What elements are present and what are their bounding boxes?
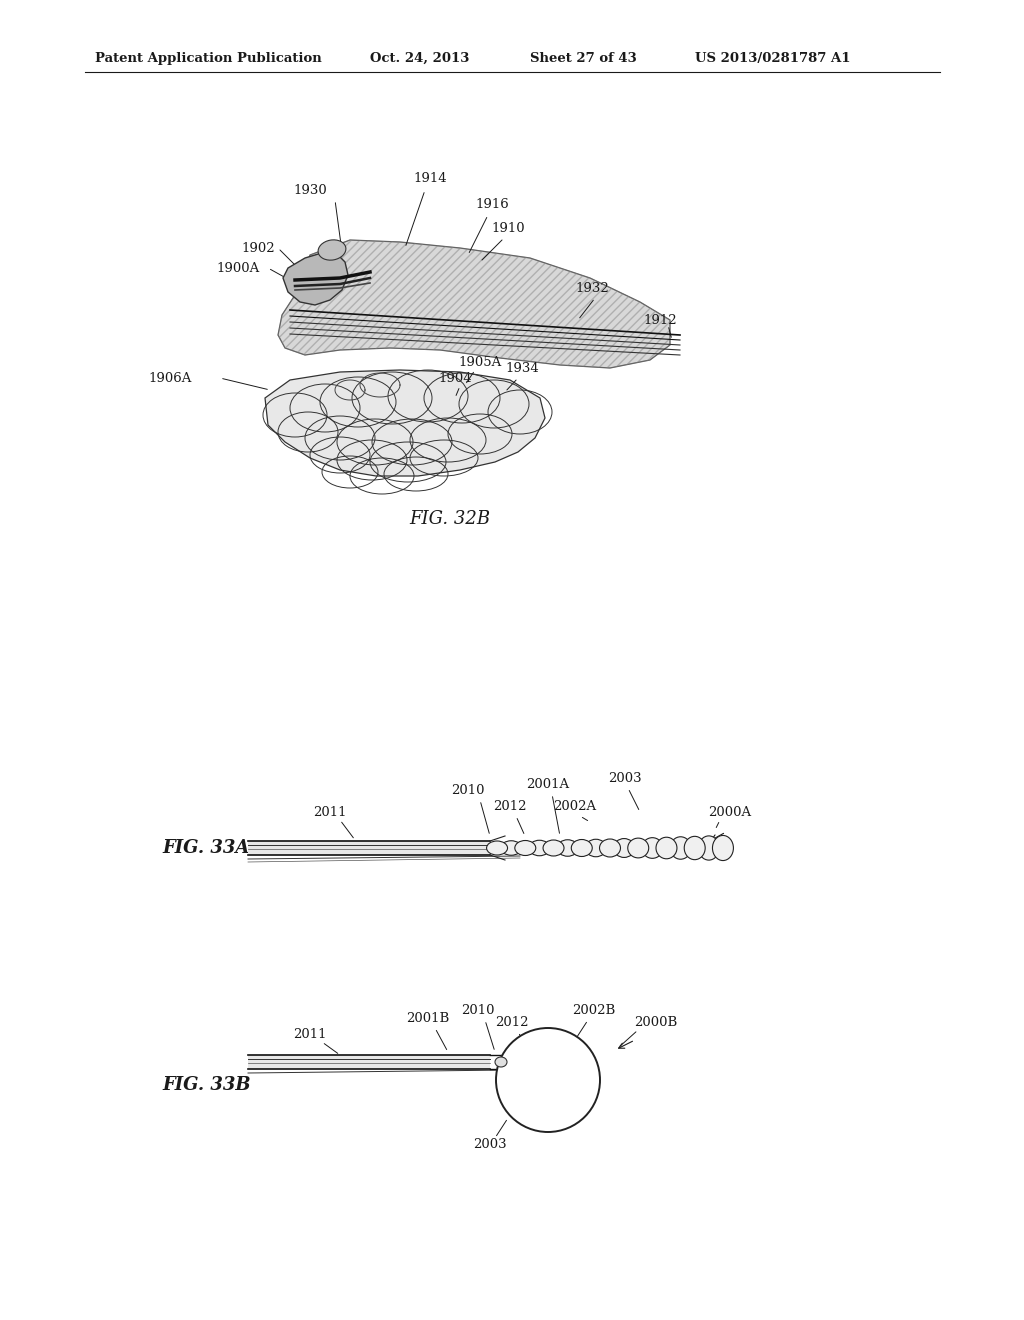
Text: Oct. 24, 2013: Oct. 24, 2013 bbox=[370, 51, 469, 65]
Text: 2011: 2011 bbox=[313, 805, 347, 818]
Polygon shape bbox=[265, 370, 545, 477]
Text: 1902: 1902 bbox=[242, 242, 274, 255]
Text: 1900A: 1900A bbox=[216, 261, 260, 275]
Ellipse shape bbox=[628, 838, 649, 858]
Text: FIG. 33B: FIG. 33B bbox=[162, 1076, 251, 1094]
Ellipse shape bbox=[543, 840, 564, 855]
Text: 1910: 1910 bbox=[492, 222, 525, 235]
Text: 2001A: 2001A bbox=[526, 777, 569, 791]
Ellipse shape bbox=[586, 840, 606, 857]
Text: 1912: 1912 bbox=[643, 314, 677, 326]
Ellipse shape bbox=[698, 836, 719, 861]
Ellipse shape bbox=[486, 841, 508, 855]
Ellipse shape bbox=[670, 837, 691, 859]
Text: 1906A: 1906A bbox=[148, 371, 191, 384]
Polygon shape bbox=[278, 240, 670, 368]
Ellipse shape bbox=[642, 838, 663, 858]
Polygon shape bbox=[248, 1055, 490, 1069]
Ellipse shape bbox=[515, 841, 536, 855]
Polygon shape bbox=[283, 252, 348, 305]
Ellipse shape bbox=[529, 841, 550, 855]
Text: 1930: 1930 bbox=[293, 183, 327, 197]
Ellipse shape bbox=[318, 240, 346, 260]
Text: US 2013/0281787 A1: US 2013/0281787 A1 bbox=[695, 51, 851, 65]
Ellipse shape bbox=[656, 837, 677, 859]
Polygon shape bbox=[248, 841, 490, 855]
Ellipse shape bbox=[571, 840, 592, 857]
Text: 1916: 1916 bbox=[475, 198, 509, 211]
Text: 2010: 2010 bbox=[461, 1003, 495, 1016]
Text: FIG. 32B: FIG. 32B bbox=[410, 510, 490, 528]
Text: 2002B: 2002B bbox=[572, 1003, 615, 1016]
Text: 2000A: 2000A bbox=[709, 805, 752, 818]
Text: 2002A: 2002A bbox=[553, 800, 597, 813]
Text: Sheet 27 of 43: Sheet 27 of 43 bbox=[530, 51, 637, 65]
Ellipse shape bbox=[713, 836, 733, 861]
Text: 1904: 1904 bbox=[438, 371, 472, 384]
Ellipse shape bbox=[613, 838, 635, 858]
Ellipse shape bbox=[501, 841, 521, 855]
Text: 1934: 1934 bbox=[505, 362, 539, 375]
Text: 2012: 2012 bbox=[496, 1015, 528, 1028]
Text: 1905A: 1905A bbox=[459, 355, 502, 368]
Text: 2000B: 2000B bbox=[635, 1015, 678, 1028]
Ellipse shape bbox=[599, 840, 621, 857]
Text: 2003: 2003 bbox=[473, 1138, 507, 1151]
Text: FIG. 33A: FIG. 33A bbox=[162, 840, 250, 857]
Ellipse shape bbox=[557, 840, 579, 857]
Ellipse shape bbox=[496, 1028, 600, 1133]
Ellipse shape bbox=[495, 1057, 507, 1067]
Text: 2010: 2010 bbox=[452, 784, 484, 796]
Text: 2011: 2011 bbox=[293, 1028, 327, 1041]
Ellipse shape bbox=[684, 837, 706, 859]
Text: 2012: 2012 bbox=[494, 800, 526, 813]
Text: 1914: 1914 bbox=[414, 172, 446, 185]
Text: 1932: 1932 bbox=[575, 281, 609, 294]
Text: 2003: 2003 bbox=[608, 771, 642, 784]
Text: Patent Application Publication: Patent Application Publication bbox=[95, 51, 322, 65]
Text: 2001B: 2001B bbox=[407, 1011, 450, 1024]
